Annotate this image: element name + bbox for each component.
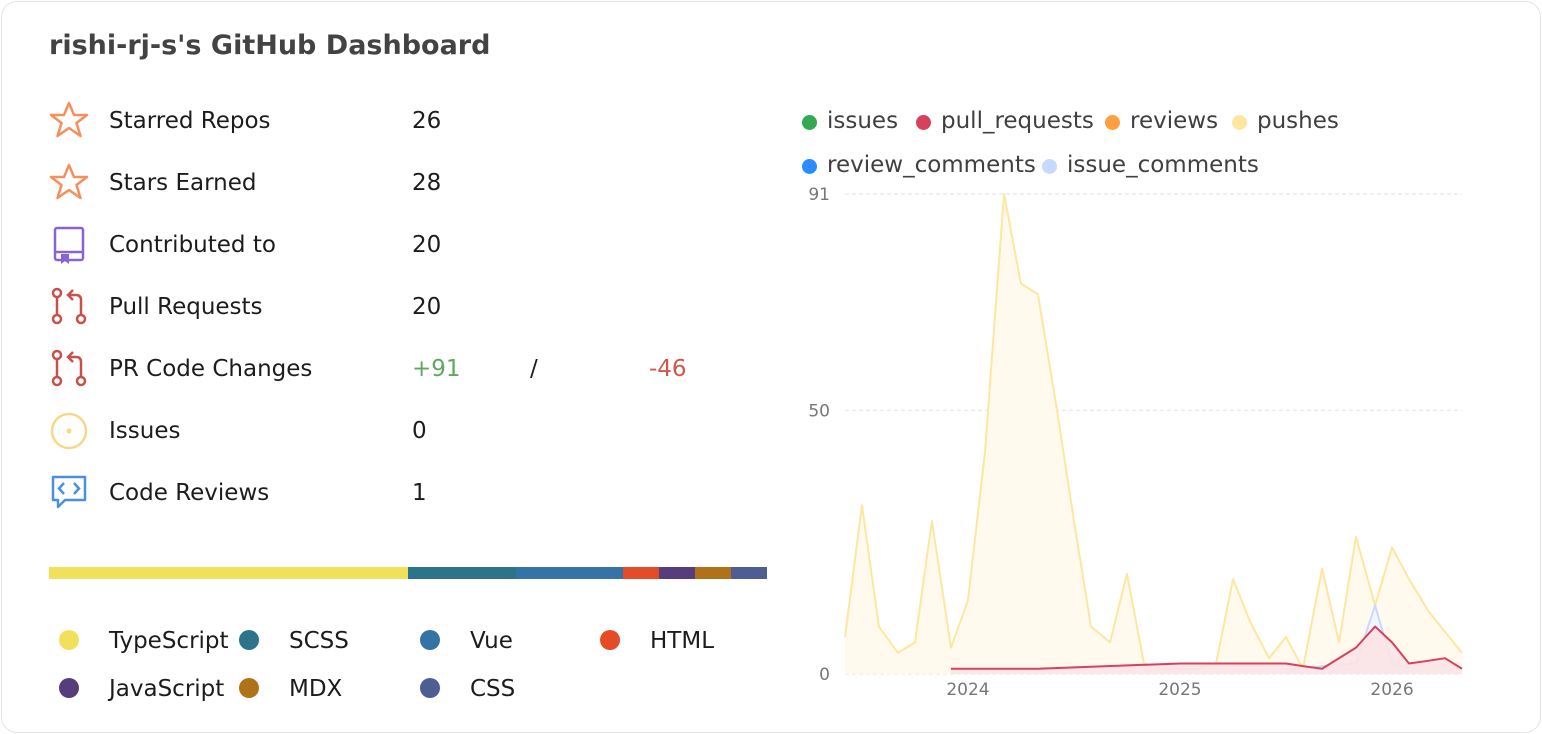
stat-label: PR Code Changes bbox=[109, 356, 313, 382]
stat-value: 0 bbox=[412, 418, 427, 444]
language-dot bbox=[239, 630, 259, 650]
language-bar-segment bbox=[623, 567, 660, 579]
language-dot bbox=[59, 678, 79, 698]
stat-label: Stars Earned bbox=[109, 170, 257, 196]
star-icon bbox=[49, 101, 89, 138]
stat-label: Pull Requests bbox=[109, 294, 263, 320]
legend-label: issues bbox=[827, 108, 899, 134]
stat-code-reviews: Code Reviews 1 bbox=[49, 470, 769, 510]
stat-value: 20 bbox=[412, 294, 442, 320]
language-dot bbox=[420, 678, 440, 698]
pull-request-icon bbox=[51, 349, 87, 387]
x-tick-label: 2025 bbox=[1158, 680, 1201, 700]
language-name: MDX bbox=[289, 676, 343, 702]
legend-dot bbox=[802, 159, 817, 174]
x-tick-label: 2024 bbox=[946, 680, 989, 700]
stat-label: Contributed to bbox=[109, 232, 276, 258]
language-name: TypeScript bbox=[109, 628, 229, 654]
activity-chart: 0 50 91 2024 2025 2026 bbox=[808, 185, 1463, 700]
language-name: HTML bbox=[650, 628, 715, 654]
stat-label: Issues bbox=[109, 418, 181, 444]
legend-label: pull_requests bbox=[941, 108, 1094, 134]
legend-label: issue_comments bbox=[1067, 152, 1259, 178]
stat-pr-code-changes: PR Code Changes +91 / -46 bbox=[49, 346, 769, 387]
issue-icon bbox=[50, 412, 88, 450]
stat-contributed-to: Contributed to 20 bbox=[49, 222, 769, 264]
stat-stars-earned: Stars Earned 28 bbox=[49, 160, 769, 200]
language-name: JavaScript bbox=[109, 676, 225, 702]
stat-value: 28 bbox=[412, 170, 442, 196]
additions-value: +91 bbox=[412, 356, 461, 382]
stat-label: Code Reviews bbox=[109, 480, 270, 506]
language-dot bbox=[239, 678, 259, 698]
series-line-pull_requests bbox=[951, 625, 1463, 670]
language-bar-segment bbox=[408, 567, 516, 579]
chart-legend: issues pull_requests reviews pushes revi… bbox=[800, 100, 1520, 190]
language-dot bbox=[420, 630, 440, 650]
series-area-pushes bbox=[845, 194, 1462, 674]
language-name: CSS bbox=[470, 676, 516, 702]
star-icon bbox=[49, 163, 89, 200]
language-bar-segment bbox=[731, 567, 767, 579]
legend-dot bbox=[1232, 115, 1247, 130]
legend-dot bbox=[1042, 159, 1057, 174]
legend-label: review_comments bbox=[827, 152, 1036, 178]
stat-issues: Issues 0 bbox=[49, 408, 769, 450]
code-review-icon bbox=[51, 475, 87, 509]
language-bar bbox=[49, 567, 767, 579]
legend-dot bbox=[916, 115, 931, 130]
y-tick-label: 50 bbox=[808, 401, 830, 421]
changes-separator: / bbox=[530, 356, 538, 382]
language-name: SCSS bbox=[289, 628, 349, 654]
repo-icon bbox=[53, 226, 85, 264]
stat-starred-repos: Starred Repos 26 bbox=[49, 98, 769, 138]
y-tick-label: 0 bbox=[819, 665, 830, 685]
stat-label: Starred Repos bbox=[109, 108, 271, 134]
language-bar-segment bbox=[515, 567, 624, 579]
y-tick-label: 91 bbox=[808, 185, 830, 205]
stat-value: 20 bbox=[412, 232, 442, 258]
language-bar-segment bbox=[659, 567, 696, 579]
language-name: Vue bbox=[470, 628, 513, 654]
stat-value: 26 bbox=[412, 108, 442, 134]
language-bar-segment bbox=[49, 567, 408, 579]
language-bar-segment bbox=[695, 567, 732, 579]
language-dot bbox=[59, 630, 79, 650]
pull-request-icon bbox=[51, 287, 87, 325]
dashboard-title: rishi-rj-s's GitHub Dashboard bbox=[49, 30, 491, 61]
legend-label: reviews bbox=[1130, 108, 1219, 134]
language-legend: TypeScript SCSS Vue HTML JavaScript MDX … bbox=[49, 622, 769, 712]
deletions-value: -46 bbox=[649, 356, 687, 382]
series-line-pushes bbox=[844, 193, 1463, 670]
legend-dot bbox=[802, 115, 817, 130]
stat-pull-requests: Pull Requests 20 bbox=[49, 284, 769, 325]
legend-label: pushes bbox=[1257, 108, 1339, 134]
legend-dot bbox=[1105, 115, 1120, 130]
x-tick-label: 2026 bbox=[1370, 680, 1413, 700]
language-dot bbox=[600, 630, 620, 650]
stat-value: 1 bbox=[412, 480, 427, 506]
